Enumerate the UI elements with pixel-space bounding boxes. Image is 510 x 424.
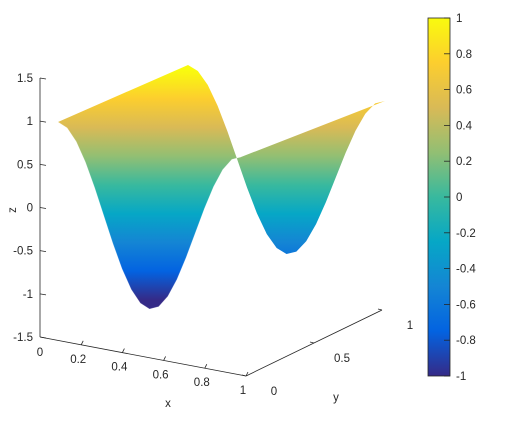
colorbar-tick-label: 0.8 xyxy=(456,49,472,61)
colorbar-tick-label: -0.8 xyxy=(456,335,476,347)
z-tick-label: 0 xyxy=(27,203,33,215)
surface-plot xyxy=(57,65,385,310)
y-tick-mark xyxy=(309,341,315,344)
z-tick-mark xyxy=(39,250,47,253)
x-tick-label: 0.8 xyxy=(194,377,210,389)
z-tick-mark xyxy=(39,293,47,296)
x-axis-line xyxy=(39,336,247,377)
colorbar-tick-label: -0.4 xyxy=(456,264,476,276)
surface-front-edge xyxy=(57,121,242,310)
z-tick-label: 0.5 xyxy=(17,159,33,171)
z-tick-mark xyxy=(39,336,47,339)
x-tick-mark xyxy=(80,340,84,345)
x-tick-mark xyxy=(204,364,208,369)
colorbar-tick-label: -0.2 xyxy=(456,228,476,240)
y-axis-label: y xyxy=(333,392,339,404)
z-tick-mark xyxy=(39,77,47,80)
z-tick-mark xyxy=(39,163,47,166)
colorbar-tick-label: 1 xyxy=(456,13,462,25)
z-axis: -1.5 -1 -0.5 0 0.5 1 1.5 0 z xyxy=(7,73,47,359)
y-tick-label: 0 xyxy=(271,386,277,398)
z-axis-label: z xyxy=(7,207,19,213)
x-tick-label: 0.6 xyxy=(153,369,169,381)
y-tick-mark xyxy=(377,308,383,311)
colorbar-tick-label: 0 xyxy=(456,192,462,204)
surface-mesh xyxy=(58,65,385,309)
z-tick-label: -1.5 xyxy=(13,332,33,344)
x-axis-label: x xyxy=(165,398,171,410)
x-tick-mark xyxy=(163,356,166,361)
x-tick-label: 0.4 xyxy=(111,362,128,374)
colorbar-tick-label: 0.6 xyxy=(456,85,472,97)
x-tick-mark xyxy=(245,371,249,377)
y-tick-label: 1 xyxy=(407,320,413,332)
colorbar-tick-label: -1 xyxy=(456,371,466,383)
colorbar-tick-label: -0.6 xyxy=(456,299,476,311)
y-axis: 0 0.5 1 y xyxy=(241,308,413,404)
z-tick-label: -0.5 xyxy=(13,246,33,258)
y-tick-mark xyxy=(241,374,247,377)
colorbar-tick-label: 0.4 xyxy=(456,120,473,132)
x-zero-label: 0 xyxy=(37,347,43,359)
z-tick-label: 1.5 xyxy=(17,73,33,85)
z-tick-mark xyxy=(39,207,47,209)
x-tick-mark xyxy=(122,348,125,353)
x-axis: 0.2 0.4 0.6 0.8 1 x xyxy=(39,336,249,410)
z-tick-label: 1 xyxy=(27,116,33,128)
colorbar: 1 0.8 0.6 0.4 0.2 0 -0.2 -0.4 -0.6 -0.8 -1 xyxy=(427,13,476,383)
y-tick-label: 0.5 xyxy=(334,353,350,365)
z-tick-label: -1 xyxy=(23,289,33,301)
x-tick-label: 0.2 xyxy=(70,354,86,366)
z-tick-mark xyxy=(39,120,47,123)
x-tick-label: 1 xyxy=(240,385,246,397)
colorbar-tick-label: 0.2 xyxy=(456,156,472,168)
